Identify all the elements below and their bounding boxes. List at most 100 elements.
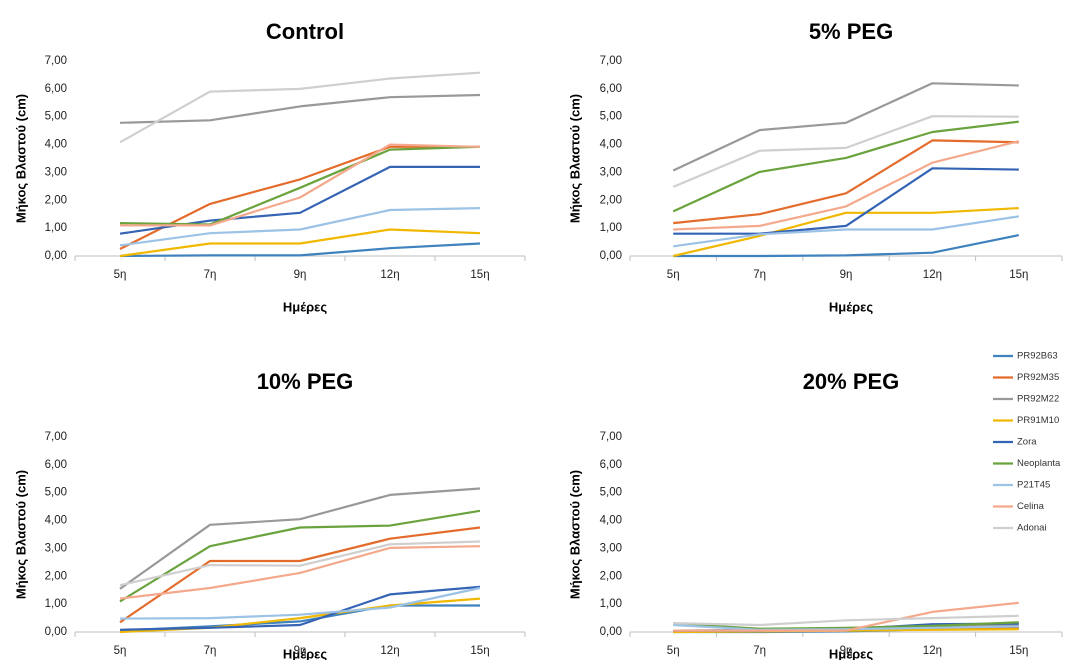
series-line-adonai [119, 540, 481, 587]
x-tick-label: 15η [1009, 269, 1028, 281]
series-line-p21t45 [673, 215, 1019, 248]
legend: PR92B63 PR92M35 PR92M22 PR91M10 Zora Neoplant… [993, 351, 1061, 534]
x-axis-title: Ημέρες [283, 299, 327, 314]
series-line-pr92m22 [119, 487, 481, 590]
legend-label-pr92m35: PR92M35 [1017, 372, 1059, 383]
legend-label-pr92m22: PR92M22 [1017, 394, 1059, 405]
series-line-pr92b63 [119, 242, 481, 258]
y-tick-label: 4,00 [600, 139, 622, 151]
chart-title: 10% PEG [257, 369, 354, 394]
y-axis-title: Μήκος Βλαστού (cm) [13, 470, 28, 599]
x-axis-title: Ημέρες [829, 646, 873, 660]
y-tick-label: 1,00 [600, 598, 622, 610]
x-tick-label: 5η [114, 269, 127, 281]
y-tick-label: 0,00 [600, 250, 622, 262]
x-tick-label: 9η [294, 269, 307, 281]
series-line-pr91m10 [672, 207, 1019, 258]
y-tick-label: 0,00 [45, 250, 67, 262]
legend-label-pr92b63: PR92B63 [1017, 351, 1058, 362]
series-line-adonai [672, 115, 1019, 188]
series-line-zora [119, 585, 481, 631]
series-line-pr92m22 [672, 82, 1019, 172]
y-axis-title: Μήκος Βλαστού (cm) [567, 94, 582, 223]
y-axis-title: Μήκος Βλαστού (cm) [567, 470, 582, 599]
y-tick-label: 1,00 [600, 222, 622, 234]
x-tick-label: 7η [753, 269, 766, 281]
series-line-neoplanta [119, 509, 481, 603]
chart-title: Control [266, 19, 344, 44]
series-line-neoplanta [119, 145, 481, 226]
y-tick-label: 4,00 [45, 139, 67, 151]
series-line-p21t45 [119, 207, 481, 247]
y-tick-label: 4,00 [600, 515, 622, 527]
x-tick-label: 9η [840, 269, 853, 281]
x-axis-title: Ημέρες [829, 299, 873, 314]
legend-label-adonai: Adonai [1017, 523, 1047, 534]
y-tick-label: 7,00 [600, 55, 622, 67]
y-tick-label: 7,00 [45, 431, 67, 443]
y-tick-label: 7,00 [45, 55, 67, 67]
chart-panel-3: 10% PEG Μήκος Βλαστού (cm) Ημέρες 0,00 1,00 2… [13, 369, 526, 660]
y-tick-label: 0,00 [45, 626, 67, 638]
chart-panel-2: 5% PEG Μήκος Βλαστού (cm) Ημέρες 0,00 1,00 2,… [567, 19, 1063, 314]
series-line-pr92b63 [673, 234, 1020, 258]
legend-label-p21t45: P21T45 [1017, 480, 1050, 491]
y-tick-label: 1,00 [45, 598, 67, 610]
y-tick-label: 6,00 [45, 83, 67, 95]
y-tick-label: 2,00 [45, 194, 67, 206]
y-tick-label: 5,00 [600, 111, 622, 123]
y-tick-label: 6,00 [600, 459, 622, 471]
x-tick-label: 12η [380, 645, 399, 657]
series-line-pr92m35 [673, 139, 1019, 225]
x-tick-label: 9η [840, 645, 853, 657]
x-tick-label: 12η [380, 269, 399, 281]
legend-label-celina: Celina [1017, 501, 1045, 512]
y-tick-label: 5,00 [600, 487, 622, 499]
x-tick-label: 12η [923, 269, 942, 281]
series-line-pr91m10 [119, 228, 481, 258]
x-tick-label: 12η [923, 645, 942, 657]
chart-panel-1: Control Μήκος Βλαστού (cm) Ημέρες 0,00 1,00 2… [13, 19, 526, 314]
y-tick-label: 0,00 [600, 626, 622, 638]
y-tick-label: 3,00 [600, 166, 622, 178]
x-tick-label: 9η [294, 645, 307, 657]
series-line-celina [119, 545, 481, 600]
series-line-celina [673, 601, 1019, 632]
legend-label-zora: Zora [1017, 437, 1037, 448]
y-tick-label: 2,00 [600, 194, 622, 206]
series-line-pr92m35 [119, 526, 481, 624]
y-tick-label: 4,00 [45, 515, 67, 527]
series-line-adonai [119, 71, 481, 144]
y-tick-label: 1,00 [45, 222, 67, 234]
y-tick-label: 6,00 [600, 83, 622, 95]
x-tick-label: 7η [753, 645, 766, 657]
series-line-zora [673, 167, 1019, 235]
y-axis-title: Μήκος Βλαστού (cm) [13, 94, 28, 223]
x-tick-label: 15η [470, 645, 489, 657]
series-line-neoplanta [673, 621, 1019, 630]
x-tick-label: 15η [1009, 645, 1028, 657]
chart-title: 5% PEG [809, 19, 893, 44]
series-line-celina [673, 140, 1020, 231]
chart-panel-4: 20% PEG Μήκος Βλαστού (cm) Ημέρες 0,00 1,00 2… [567, 369, 1063, 660]
y-tick-label: 5,00 [45, 111, 67, 123]
x-axis-title: Ημέρες [283, 646, 327, 660]
series-line-pr92m35 [119, 145, 480, 250]
x-tick-label: 5η [114, 645, 127, 657]
y-tick-label: 6,00 [45, 459, 67, 471]
y-tick-label: 3,00 [600, 542, 622, 554]
chart-title: 20% PEG [803, 369, 900, 394]
x-tick-label: 5η [667, 645, 680, 657]
x-tick-label: 7η [204, 269, 217, 281]
legend-label-pr91m10: PR91M10 [1017, 415, 1059, 426]
y-tick-label: 5,00 [45, 487, 67, 499]
series-line-celina [120, 143, 481, 227]
x-tick-label: 7η [204, 645, 217, 657]
series-line-neoplanta [672, 120, 1019, 213]
series-line-adonai [673, 614, 1019, 627]
y-tick-label: 2,00 [45, 570, 67, 582]
y-tick-label: 3,00 [45, 542, 67, 554]
series-line-p21t45 [119, 586, 481, 620]
